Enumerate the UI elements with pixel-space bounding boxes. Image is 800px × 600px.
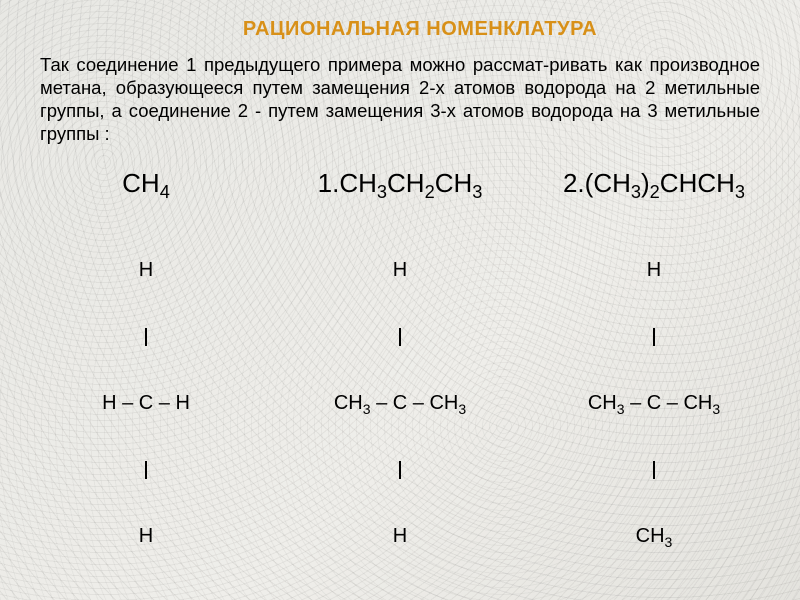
s3-top: H — [554, 259, 754, 282]
s2-bond-top — [300, 328, 500, 346]
formula-2-prefix: 1. — [318, 168, 340, 198]
formula-3: 2.(CH3)2CHCH3 — [554, 168, 754, 199]
body-paragraph: Так соединение 1 предыдущего примера мож… — [40, 53, 760, 146]
formula-3-text: (CH3)2CHCH3 — [585, 168, 745, 198]
s3-mid: CH3 – C – CH3 — [554, 392, 754, 415]
slide-title: РАЦИОНАЛЬНАЯ НОМЕНКЛАТУРА — [80, 18, 760, 41]
s2-top: H — [300, 259, 500, 282]
s3-bond-bot — [554, 461, 754, 479]
structure-1: H H – C – H H — [46, 213, 246, 594]
s1-top: H — [46, 259, 246, 282]
slide-page: РАЦИОНАЛЬНАЯ НОМЕНКЛАТУРА Так соединение… — [0, 0, 800, 600]
s2-mid: CH3 – C – CH3 — [300, 392, 500, 415]
formula-2: 1.CH3CH2CH3 — [300, 168, 500, 199]
s2-bot: H — [300, 525, 500, 548]
s1-bond-bot — [46, 461, 246, 479]
s1-bot: H — [46, 525, 246, 548]
formula-3-prefix: 2. — [563, 168, 585, 198]
s2-bond-bot — [300, 461, 500, 479]
formula-1: CH4 — [46, 168, 246, 199]
structure-2: H CH3 – C – CH3 H — [300, 213, 500, 594]
structural-formula-row: H H – C – H H H CH3 – C – CH3 H H CH3 – … — [40, 213, 760, 594]
formula-1-text: CH4 — [122, 168, 170, 198]
structure-3: H CH3 – C – CH3 CH3 — [554, 213, 754, 594]
s1-mid: H – C – H — [46, 392, 246, 415]
formula-2-text: CH3CH2CH3 — [339, 168, 482, 198]
s3-bond-top — [554, 328, 754, 346]
s3-bot: CH3 — [554, 525, 754, 548]
condensed-formula-row: CH4 1.CH3CH2CH3 2.(CH3)2CHCH3 — [40, 168, 760, 199]
s1-bond-top — [46, 328, 246, 346]
